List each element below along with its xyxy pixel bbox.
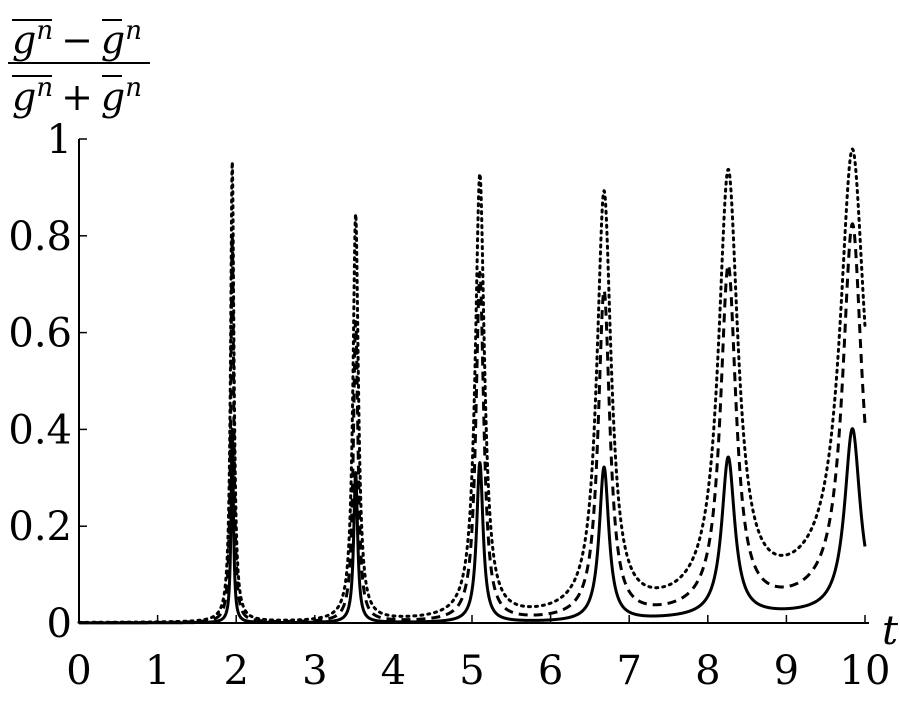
x-tick-label-0: 0 (66, 648, 91, 694)
y-label-num-n2: n (125, 16, 142, 46)
x-tick-label-5: 5 (459, 648, 484, 694)
x-tick-label-10: 10 (840, 648, 891, 694)
x-tick-label-9: 9 (774, 648, 799, 694)
y-tick-label-4: 0.8 (8, 214, 72, 260)
series-line-dashed (77, 222, 867, 625)
y-axis-label: gn − gn gn + gn (8, 16, 150, 119)
x-tick-label-8: 8 (695, 648, 720, 694)
y-label-den-op: + (61, 75, 93, 119)
y-tick-label-1: 0.2 (8, 504, 72, 550)
y-label-den-g1: g (12, 75, 36, 119)
series-line-solid (77, 427, 867, 625)
x-axis-label: t (882, 608, 899, 654)
x-tick-label-4: 4 (381, 648, 406, 694)
y-label-den-n2: n (125, 73, 142, 103)
series-line-dotted (77, 147, 867, 624)
y-tick-label-3: 0.6 (8, 311, 72, 357)
y-label-den-n1: n (36, 73, 53, 103)
y-label-num-g1: g (12, 18, 36, 62)
y-tick-label-0: 0 (47, 601, 72, 647)
x-tick-label-3: 3 (302, 648, 327, 694)
y-tick-label-2: 0.4 (8, 407, 72, 453)
y-tick-label-5: 1 (47, 117, 72, 163)
y-label-num-g2: g (101, 18, 125, 62)
y-label-den-g2: g (101, 75, 125, 119)
ticks: 0 1 2 3 4 5 6 7 8 9 10 0 0.2 0.4 0.6 0.8 1 (8, 117, 890, 694)
x-tick-label-6: 6 (538, 648, 563, 694)
svg-text:gn+gn: gn + gn (12, 73, 142, 119)
x-tick-label-2: 2 (223, 648, 248, 694)
x-tick-label-1: 1 (145, 648, 170, 694)
x-tick-label-7: 7 (616, 648, 641, 694)
series-group (77, 147, 867, 625)
y-label-num-op: − (61, 18, 93, 62)
y-label-num-n1: n (36, 16, 53, 46)
svg-text:gn−gn: gn − gn (12, 16, 142, 62)
